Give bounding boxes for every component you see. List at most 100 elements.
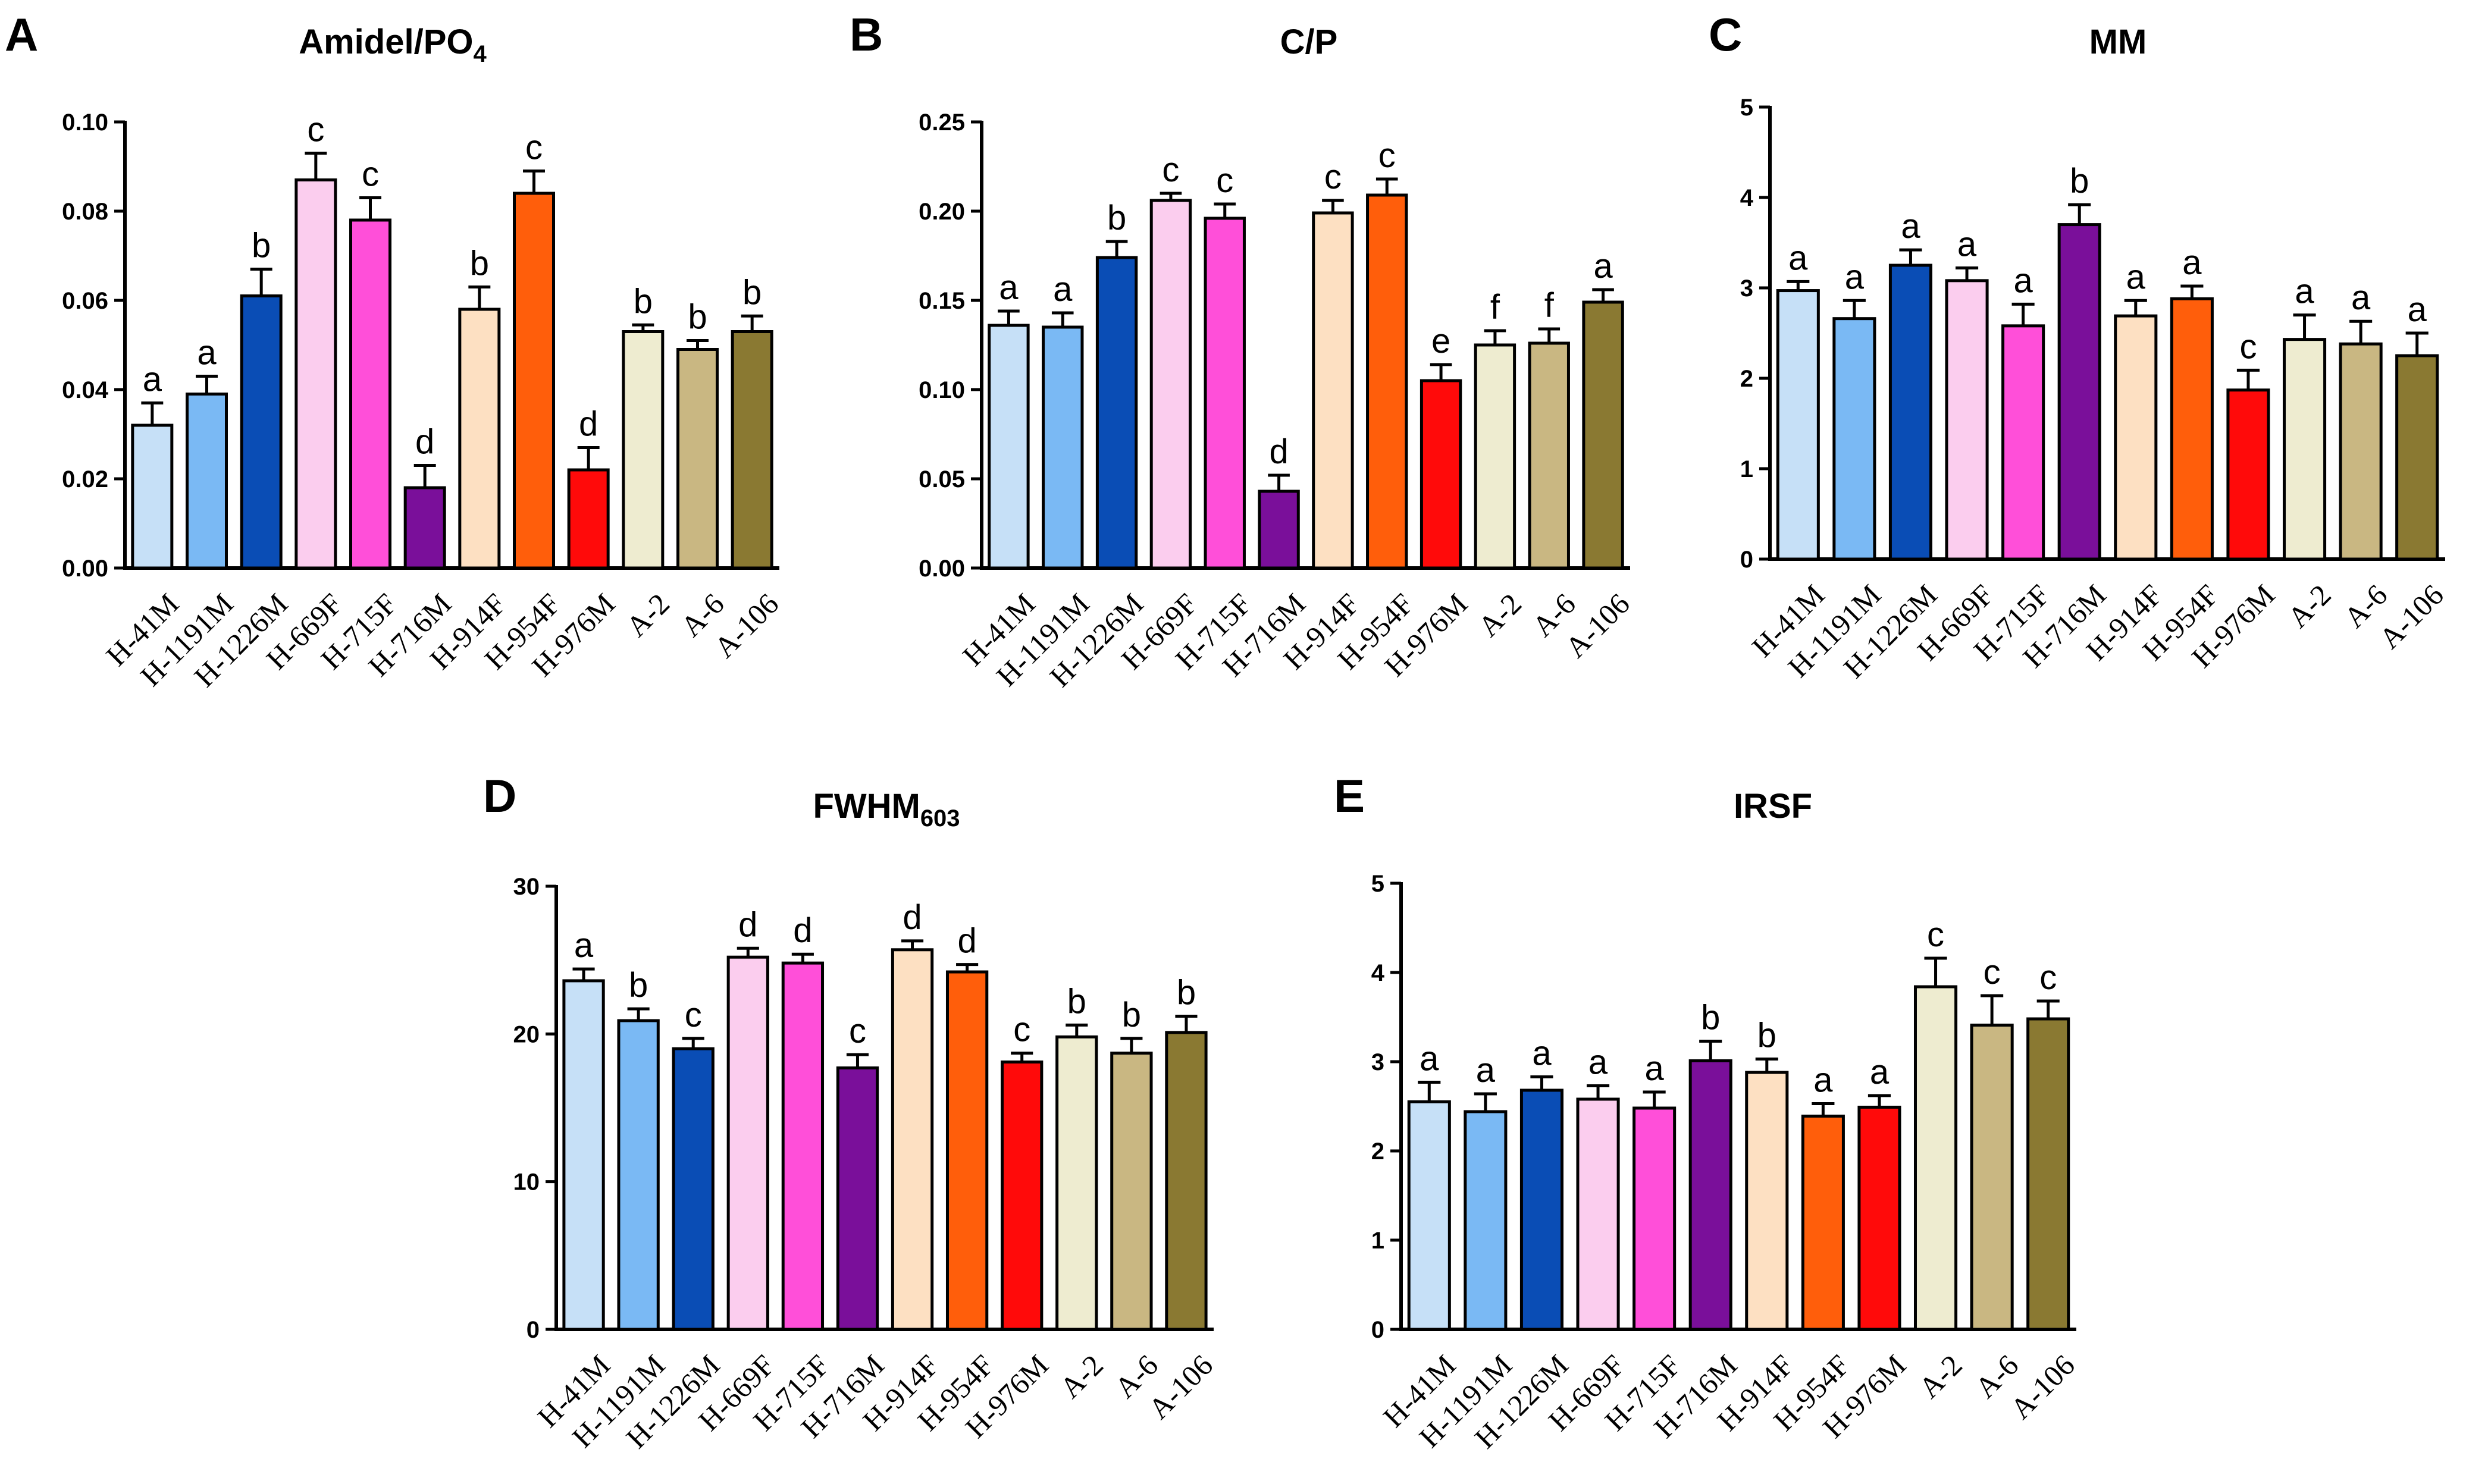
- category-label: A-106: [2004, 1348, 2081, 1426]
- significance-letter: a: [2351, 278, 2371, 317]
- significance-letter: c: [1927, 915, 1944, 954]
- significance-letter: d: [579, 405, 598, 444]
- panel-c-title-text: MM: [2089, 23, 2147, 61]
- panel-c: C MM 012345aH-41MaH-1191MaH-1226MaH-669F…: [1709, 8, 2450, 685]
- panel-b-title-text: C/P: [1280, 23, 1338, 61]
- panel-a-title: Amidel/PO4: [299, 23, 487, 67]
- bar: [836, 1066, 879, 1331]
- bar: [131, 423, 174, 570]
- panel-e-letter: E: [1334, 770, 1365, 822]
- significance-letter: c: [1378, 136, 1396, 175]
- significance-letter: d: [957, 922, 976, 961]
- bar: [2026, 1017, 2070, 1331]
- category-label: A-106: [707, 587, 785, 664]
- significance-letter: b: [252, 227, 271, 265]
- y-tick-label: 0.05: [919, 466, 965, 492]
- y-tick-label: 0.02: [62, 466, 108, 492]
- bar: [1945, 279, 1989, 561]
- y-tick-label: 0.00: [919, 556, 965, 582]
- significance-letter: c: [362, 155, 379, 194]
- significance-letter: b: [1107, 199, 1126, 237]
- significance-letter: b: [1701, 999, 1720, 1037]
- bar: [1632, 1106, 1677, 1331]
- significance-letter: b: [688, 298, 707, 337]
- bar: [622, 330, 665, 570]
- bar: [458, 308, 501, 570]
- y-tick-label: 0.06: [62, 288, 108, 314]
- panel-a: A Amidel/PO4 0.000.020.040.060.080.10aH-…: [5, 8, 785, 694]
- category-label: A-2: [2281, 578, 2337, 635]
- panel-c-letter: C: [1709, 8, 1742, 61]
- panel-d: D FWHM603 0102030aH-41MbH-1191McH-1226Md…: [483, 770, 1219, 1455]
- significance-letter: a: [1788, 239, 1808, 277]
- y-tick-label: 0.20: [919, 199, 965, 225]
- bar: [1312, 211, 1354, 570]
- y-tick-label: 3: [1740, 275, 1753, 302]
- category-label: A-106: [1142, 1348, 1219, 1426]
- y-tick-label: 30: [513, 874, 540, 900]
- panel-a-plot: 0.000.020.040.060.080.10aH-41MaH-1191MbH…: [62, 109, 785, 694]
- significance-letter: a: [2408, 290, 2427, 329]
- y-tick-label: 0.04: [62, 377, 109, 403]
- bar: [1582, 300, 1624, 570]
- category-label: A-106: [2373, 578, 2450, 655]
- significance-letter: c: [685, 996, 702, 1034]
- bar: [1149, 199, 1192, 570]
- significance-letter: b: [1757, 1016, 1776, 1055]
- y-tick-label: 5: [1371, 871, 1384, 897]
- bar: [1420, 379, 1462, 570]
- y-tick-label: 0.00: [62, 556, 108, 582]
- bar: [676, 348, 719, 570]
- y-tick-label: 1: [1371, 1228, 1384, 1254]
- bar: [1888, 263, 1933, 561]
- bar: [1095, 256, 1138, 570]
- panel-b-plot: 0.000.050.100.150.200.25aH-41MaH-1191MbH…: [919, 109, 1636, 694]
- bar: [1407, 1100, 1451, 1331]
- y-tick-label: 0.25: [919, 109, 965, 136]
- y-tick-label: 1: [1740, 456, 1753, 482]
- bar: [672, 1047, 715, 1331]
- panel-a-title-sub: 4: [474, 41, 487, 67]
- bar: [1688, 1059, 1732, 1331]
- panel-d-title: FWHM603: [813, 787, 960, 832]
- y-tick-label: 0: [1371, 1317, 1384, 1343]
- bar: [731, 330, 773, 570]
- panel-a-title-text: Amidel/PO: [299, 23, 473, 61]
- bar: [1528, 341, 1570, 570]
- bar: [1776, 289, 1820, 561]
- significance-letter: c: [849, 1012, 866, 1050]
- significance-letter: c: [1162, 150, 1179, 189]
- y-tick-label: 4: [1740, 185, 1754, 211]
- significance-letter: a: [1845, 258, 1865, 296]
- bar: [2057, 223, 2101, 561]
- significance-letter: b: [470, 244, 489, 283]
- significance-letter: b: [1122, 996, 1141, 1034]
- bar: [2226, 388, 2270, 561]
- significance-letter: a: [1532, 1034, 1552, 1073]
- significance-letter: a: [1476, 1051, 1496, 1090]
- panel-b: B C/P 0.000.050.100.150.200.25aH-41MaH-1…: [850, 8, 1636, 694]
- bar: [513, 192, 555, 570]
- bar: [562, 979, 605, 1331]
- significance-letter: b: [742, 273, 762, 312]
- bar: [294, 178, 337, 570]
- y-tick-label: 0.08: [62, 199, 108, 225]
- y-tick-label: 0.15: [919, 288, 965, 314]
- bar: [1258, 490, 1300, 570]
- bar: [2001, 324, 2045, 561]
- significance-letter: a: [1593, 247, 1613, 285]
- significance-letter: b: [1177, 974, 1196, 1012]
- significance-letter: a: [999, 268, 1019, 307]
- significance-letter: a: [143, 360, 162, 399]
- y-tick-label: 20: [513, 1021, 540, 1047]
- panel-a-letter: A: [5, 8, 38, 61]
- bar: [1832, 317, 1876, 561]
- bar: [1857, 1106, 1901, 1331]
- significance-letter: d: [793, 911, 812, 950]
- significance-letter: a: [1644, 1049, 1664, 1088]
- significance-letter: b: [1067, 982, 1086, 1021]
- panel-d-title-text: FWHM: [813, 787, 920, 826]
- significance-letter: d: [738, 905, 757, 944]
- category-label: A-2: [1912, 1348, 1969, 1405]
